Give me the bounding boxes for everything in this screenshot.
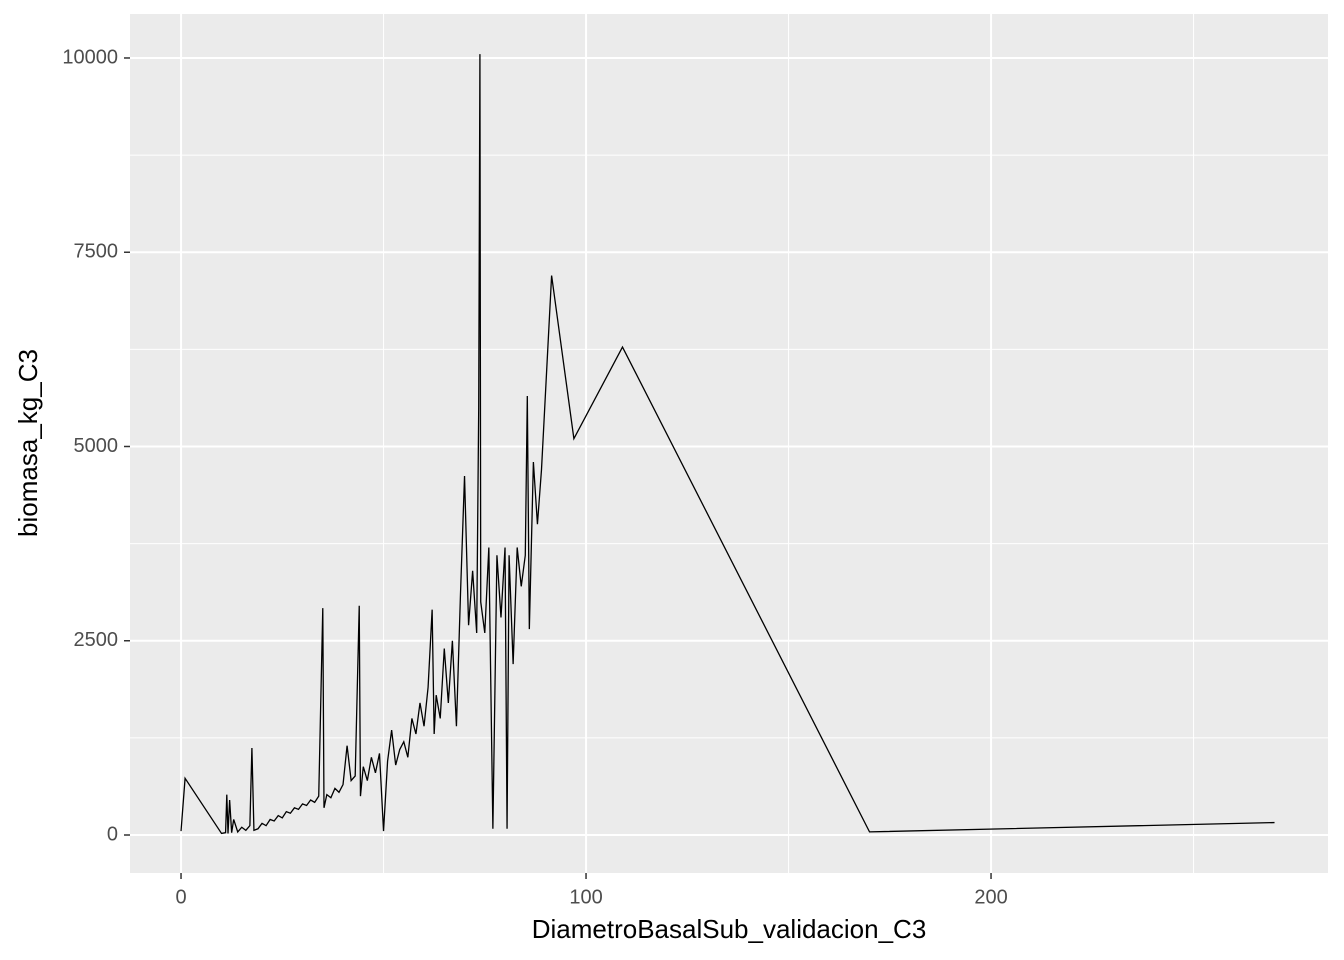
y-tick-label: 7500 <box>74 241 119 263</box>
data-line <box>180 54 1275 835</box>
x-tick-label: 0 <box>175 886 186 908</box>
y-tick-label: 0 <box>107 823 118 845</box>
y-tick-label: 5000 <box>74 435 119 457</box>
panel <box>130 14 1328 873</box>
y-tick-label: 2500 <box>74 629 119 651</box>
x-tick-label: 100 <box>569 886 602 908</box>
x-tick-label: 200 <box>974 886 1007 908</box>
y-tick-label: 10000 <box>62 46 118 68</box>
x-axis-title: DiametroBasalSub_validacion_C3 <box>532 914 927 944</box>
y-axis-title: biomasa_kg_C3 <box>13 349 43 537</box>
